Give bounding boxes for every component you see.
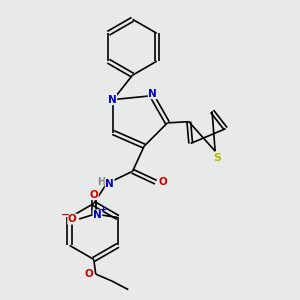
Text: H: H: [98, 177, 106, 187]
Text: O: O: [89, 190, 98, 200]
Text: O: O: [158, 177, 167, 187]
Text: +: +: [99, 205, 106, 214]
Text: N: N: [108, 94, 117, 105]
Text: N: N: [148, 89, 157, 99]
Text: −: −: [61, 209, 70, 219]
Text: O: O: [68, 214, 76, 224]
Text: S: S: [213, 153, 221, 163]
Text: N: N: [93, 210, 102, 220]
Text: N: N: [105, 179, 114, 189]
Text: O: O: [84, 269, 93, 279]
